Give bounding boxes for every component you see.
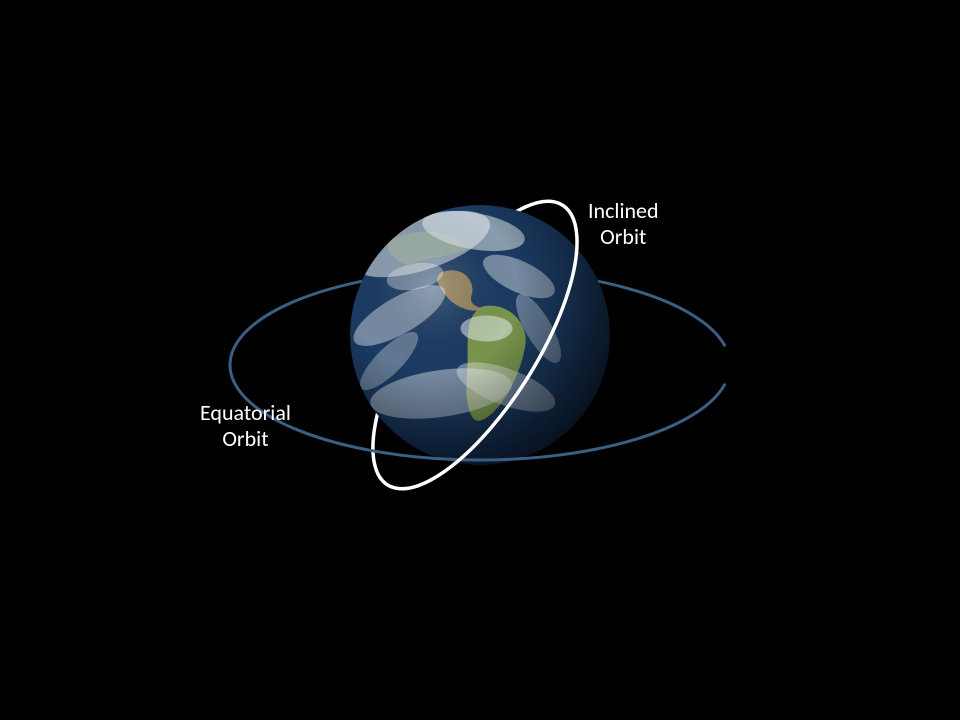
diagram-stage: Equatorial Orbit Inclined Orbit bbox=[0, 0, 960, 720]
inclined-orbit-label: Inclined Orbit bbox=[588, 198, 659, 251]
equatorial-orbit-label: Equatorial Orbit bbox=[200, 400, 291, 453]
orbits-front-layer bbox=[0, 0, 960, 720]
